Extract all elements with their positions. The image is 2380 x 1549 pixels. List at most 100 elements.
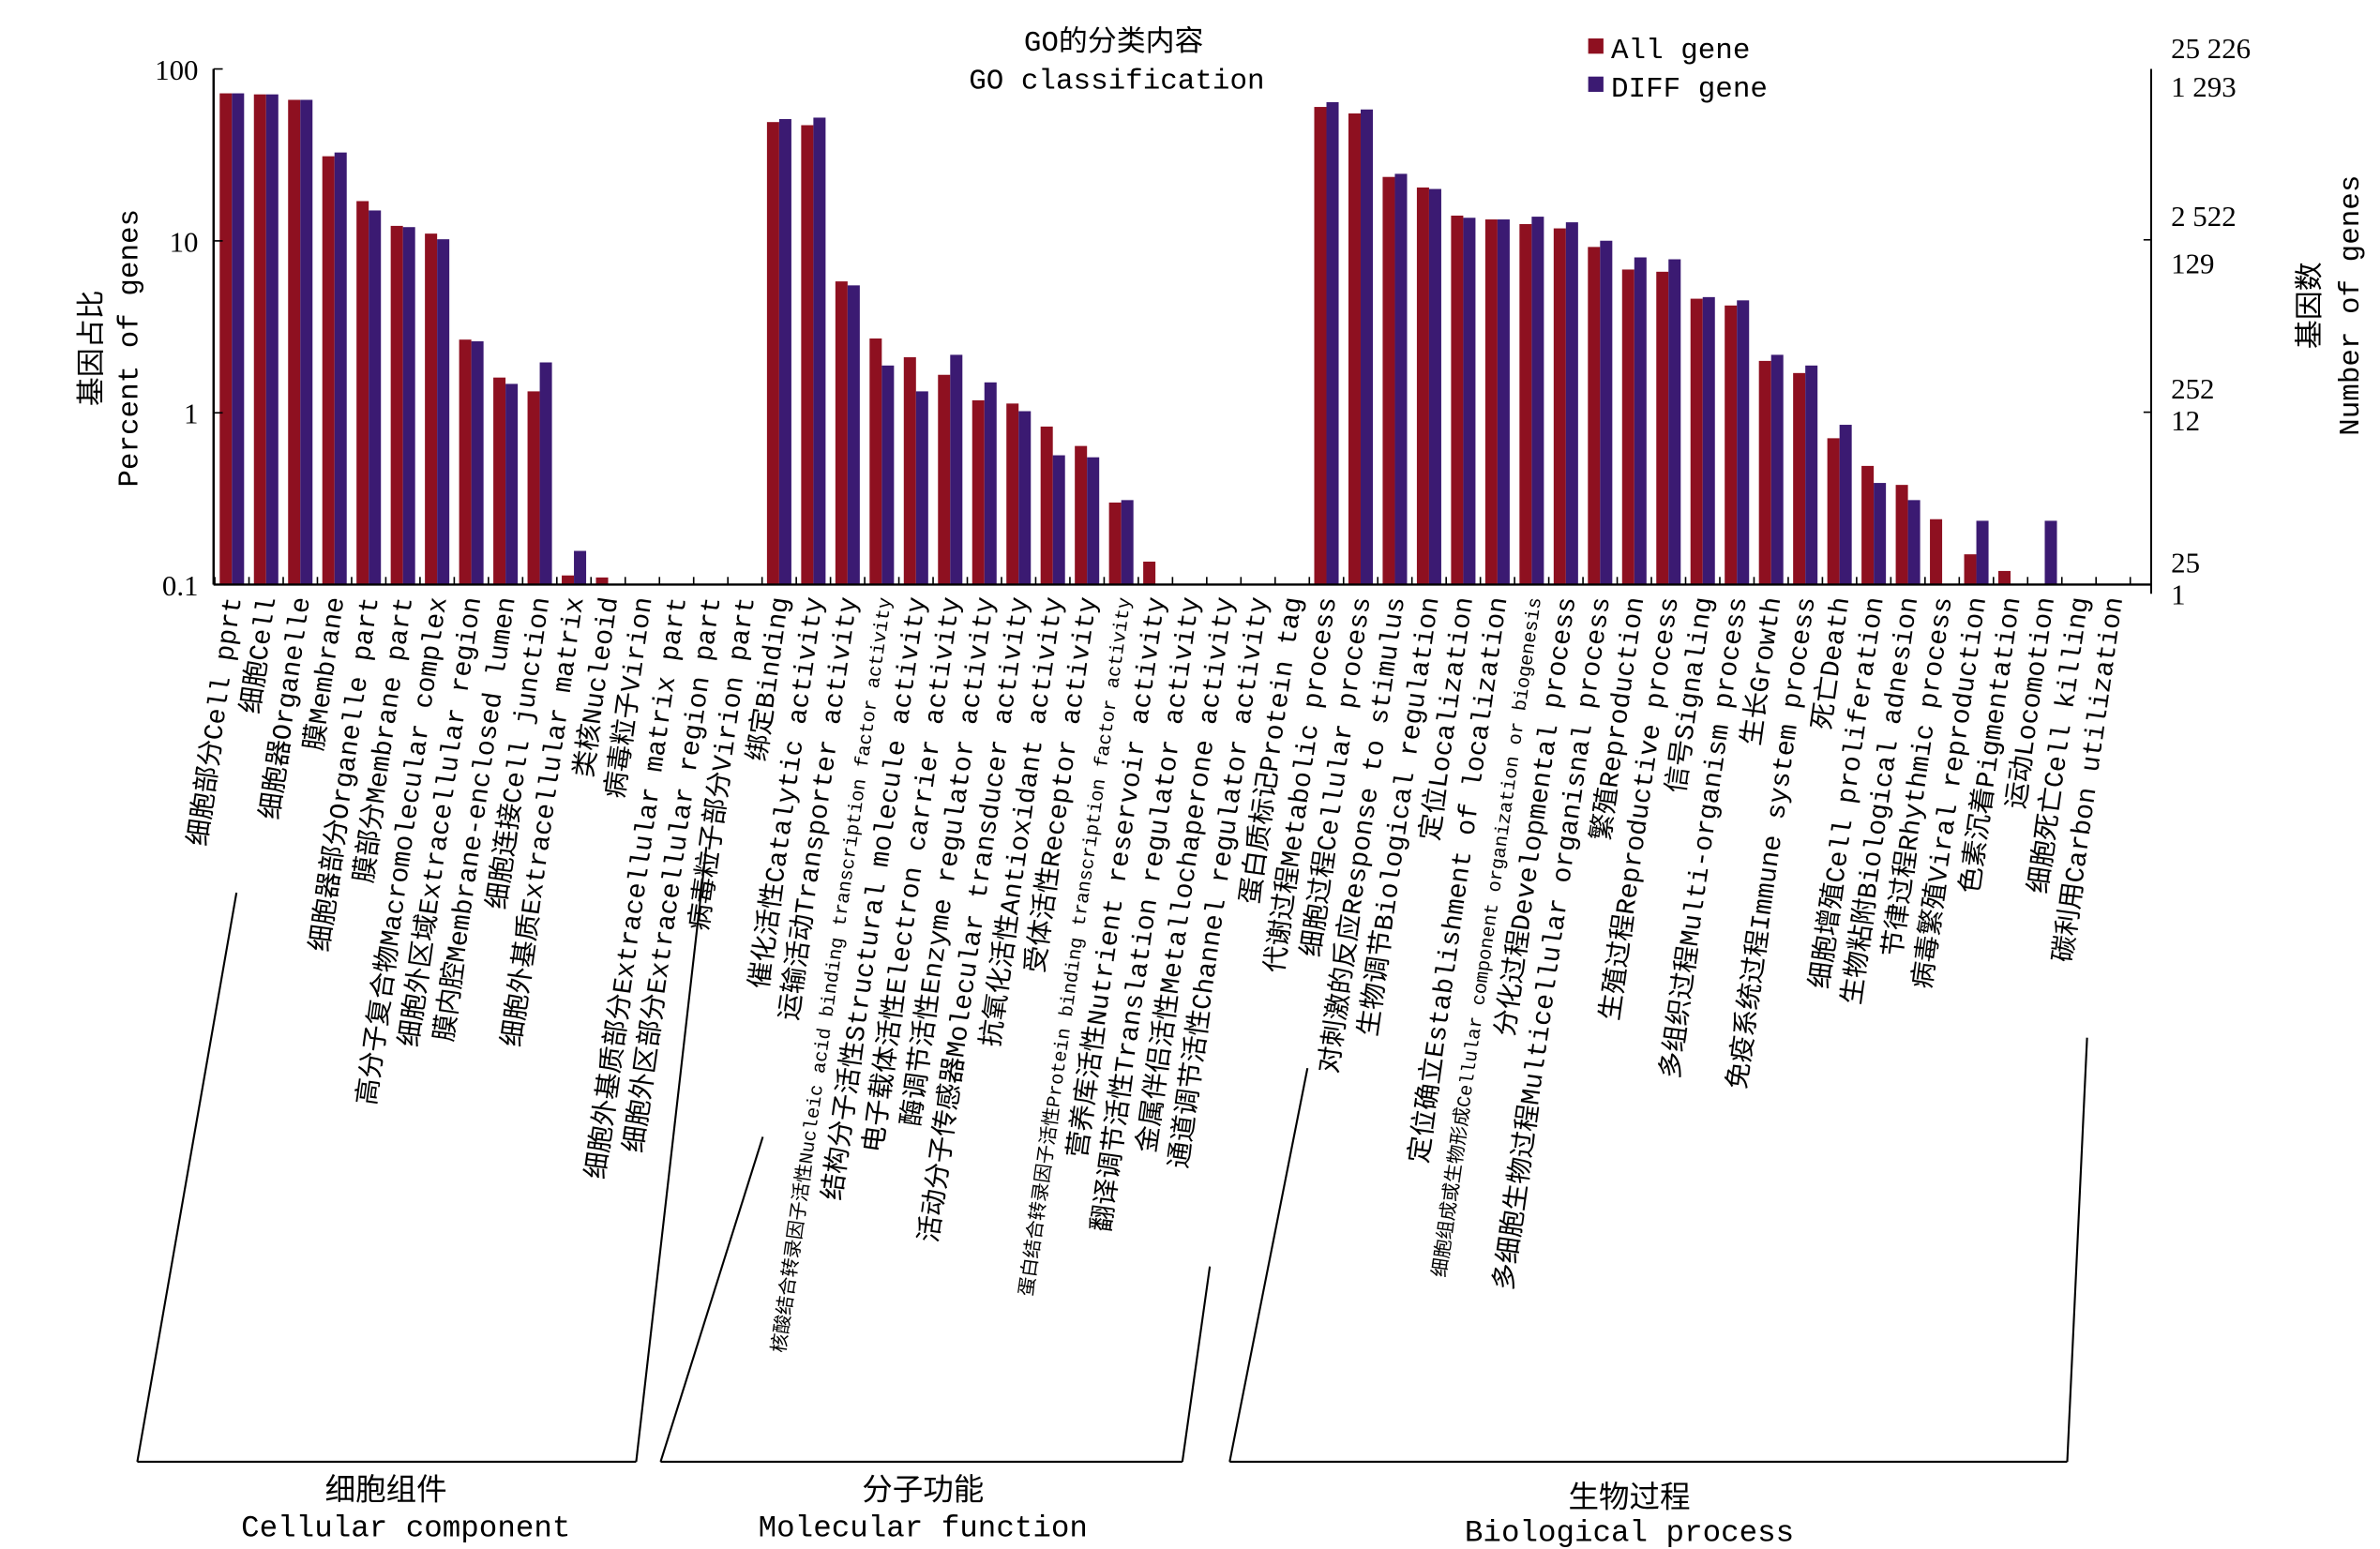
bar-diff-gene — [778, 119, 791, 585]
y-tick-label: 0.1 — [162, 569, 199, 602]
bar-diff-gene — [813, 117, 826, 585]
bar-all-gene — [1416, 187, 1429, 585]
y2-tick-label: 1 293 — [2171, 70, 2237, 103]
bar-diff-gene — [300, 99, 313, 585]
legend-swatch-all-gene — [1588, 38, 1604, 54]
bar-diff-gene — [1668, 259, 1681, 585]
group-bracket-line — [1181, 1266, 1212, 1463]
bar-all-gene — [1006, 403, 1019, 585]
bar-diff-gene — [369, 210, 382, 585]
bar-diff-gene — [265, 94, 279, 585]
bar-all-gene — [938, 374, 951, 585]
bar-all-gene — [1314, 107, 1327, 585]
bar-diff-gene — [232, 93, 245, 585]
bar-all-gene — [1553, 228, 1566, 585]
bar-all-gene — [903, 357, 916, 585]
bar-diff-gene — [1463, 218, 1476, 585]
bar-all-gene — [1040, 426, 1053, 585]
bar-all-gene — [1861, 465, 1875, 585]
bar-all-gene — [1998, 570, 2011, 585]
legend-swatch-diff-gene — [1588, 76, 1604, 92]
bar-diff-gene — [1634, 257, 1647, 585]
y-tick-label: 10 — [170, 225, 199, 258]
bars-layer — [219, 93, 2057, 585]
y-axis-title: Percent of genes — [113, 209, 146, 488]
y-tick-label: 100 — [155, 53, 198, 86]
group-brackets — [136, 847, 2088, 1463]
axes-layer — [212, 68, 2152, 594]
y2-tick-label: 2 522 — [2171, 200, 2237, 233]
bar-all-gene — [493, 377, 506, 585]
bar-diff-gene — [574, 550, 587, 585]
y-ticks: 100 10 1 0.1 — [155, 53, 223, 602]
bar-diff-gene — [437, 239, 450, 585]
y2-tick-label: 129 — [2171, 248, 2214, 280]
y2-tick-label: 25 — [2171, 546, 2200, 579]
bar-all-gene — [425, 233, 438, 585]
bar-diff-gene — [334, 152, 347, 585]
group-bracket-line — [1228, 1067, 1309, 1463]
bar-diff-gene — [1087, 457, 1100, 585]
y2-tick-label: 1 — [2171, 579, 2185, 611]
bar-all-gene — [1690, 298, 1703, 585]
bar-all-gene — [459, 339, 472, 585]
group-label-cn-cellular: 细胞组件 — [325, 1473, 447, 1510]
y2-tick-label: 12 — [2171, 404, 2200, 437]
bar-diff-gene — [1907, 500, 1921, 585]
legend-label-all-gene: All gene — [1611, 35, 1750, 68]
bar-all-gene — [1588, 247, 1601, 585]
bar-all-gene — [356, 201, 369, 585]
bar-all-gene — [322, 156, 335, 585]
legend-label-diff-gene: DIFF gene — [1611, 73, 1768, 106]
bar-diff-gene — [1121, 500, 1134, 585]
bar-diff-gene — [1874, 483, 1887, 585]
bar-diff-gene — [1976, 520, 1989, 585]
group-bracket-line — [136, 892, 238, 1463]
bar-all-gene — [801, 125, 814, 585]
bar-all-gene — [1895, 485, 1908, 585]
bar-all-gene — [1725, 305, 1738, 585]
bar-diff-gene — [402, 227, 415, 585]
bar-diff-gene — [539, 362, 552, 585]
legend: All gene DIFF gene — [1588, 35, 1768, 106]
bar-all-gene — [1451, 215, 1464, 585]
bar-all-gene — [1964, 554, 1977, 585]
bar-all-gene — [1827, 438, 1840, 585]
bar-all-gene — [253, 94, 266, 585]
y2-axis-title: Number of genes — [2335, 175, 2368, 436]
bar-all-gene — [1930, 519, 1943, 585]
y2-tick-label: 252 — [2171, 372, 2214, 405]
bar-diff-gene — [1600, 240, 1613, 585]
bar-all-gene — [562, 575, 575, 585]
x-category-label: 细胞部分Cell pprt — [183, 595, 249, 849]
y-axis-title-cn: 基因占比 — [75, 290, 110, 406]
x-tick-labels: 细胞部分Cell pprt细胞Cell细胞器Organelle膜Membrane… — [183, 595, 2131, 1355]
bar-diff-gene — [1531, 217, 1544, 585]
bar-diff-gene — [1737, 300, 1750, 585]
bar-all-gene — [288, 99, 301, 585]
bar-all-gene — [1758, 360, 1771, 585]
bar-all-gene — [1143, 561, 1156, 585]
bar-all-gene — [1348, 113, 1361, 585]
bar-diff-gene — [1497, 219, 1510, 585]
bar-all-gene — [1108, 502, 1122, 585]
y2-axis-title-cn: 基因数 — [2294, 262, 2328, 349]
bar-all-gene — [869, 338, 882, 585]
bar-diff-gene — [1702, 296, 1715, 585]
bar-diff-gene — [1394, 173, 1408, 585]
group-label-biological: Biological process — [1465, 1516, 1794, 1549]
group-bracket-line — [635, 847, 708, 1463]
group-label-molecular: Molecular function — [759, 1511, 1088, 1546]
bar-diff-gene — [2044, 520, 2057, 585]
bar-all-gene — [1484, 219, 1498, 585]
bar-diff-gene — [1839, 425, 1852, 585]
bar-diff-gene — [950, 354, 963, 585]
bar-all-gene — [390, 225, 403, 585]
bar-diff-gene — [915, 391, 928, 585]
bar-diff-gene — [505, 383, 519, 585]
y-tick-label: 1 — [184, 398, 198, 430]
bar-all-gene — [835, 281, 848, 585]
bar-all-gene — [1075, 445, 1088, 585]
